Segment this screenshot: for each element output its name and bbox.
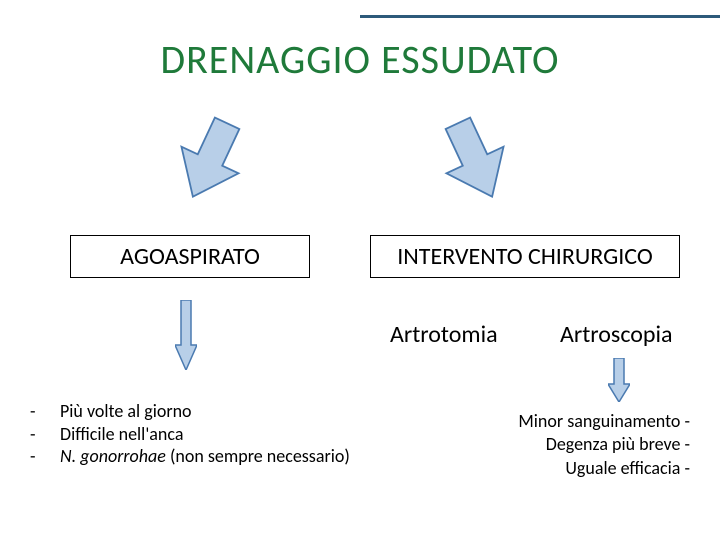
- label-artroscopia: Artroscopia: [560, 320, 673, 349]
- bullet-text: Più volte al giorno: [60, 400, 350, 423]
- list-item: Minor sanguinamento -: [410, 410, 690, 433]
- bullet-suffix: (non sempre necessario): [166, 445, 350, 467]
- small-arrow-right: [608, 358, 630, 402]
- arrow-down-left: [165, 115, 255, 205]
- arrow-down-right: [430, 115, 520, 205]
- small-arrow-left: [175, 300, 197, 370]
- slide-title: DRENAGGIO ESSUDATO: [0, 35, 720, 84]
- list-item: - Difficile nell'anca: [30, 423, 350, 446]
- bullet-dash: -: [30, 445, 42, 468]
- bullet-dash: -: [30, 400, 42, 423]
- bullet-dash: -: [30, 423, 42, 446]
- bullets-artroscopia: Minor sanguinamento - Degenza più breve …: [410, 410, 690, 480]
- list-item: Degenza più breve -: [410, 433, 690, 456]
- box-intervento: INTERVENTO CHIRURGICO: [370, 235, 680, 278]
- bullets-agoaspirato: - Più volte al giorno - Difficile nell'a…: [30, 400, 350, 468]
- label-artrotomia: Artrotomia: [390, 320, 498, 349]
- top-divider: [360, 15, 720, 18]
- box-agoaspirato: AGOASPIRATO: [70, 235, 310, 278]
- list-item: - Più volte al giorno: [30, 400, 350, 423]
- italic-term: N. gonorrohae: [60, 445, 166, 467]
- bullet-text: Difficile nell'anca: [60, 423, 350, 446]
- box-intervento-label: INTERVENTO CHIRURGICO: [397, 242, 653, 271]
- list-item: - N. gonorrohae (non sempre necessario): [30, 445, 350, 468]
- bullet-text: N. gonorrohae (non sempre necessario): [60, 445, 350, 468]
- box-agoaspirato-label: AGOASPIRATO: [120, 242, 260, 271]
- list-item: Uguale efficacia -: [410, 457, 690, 480]
